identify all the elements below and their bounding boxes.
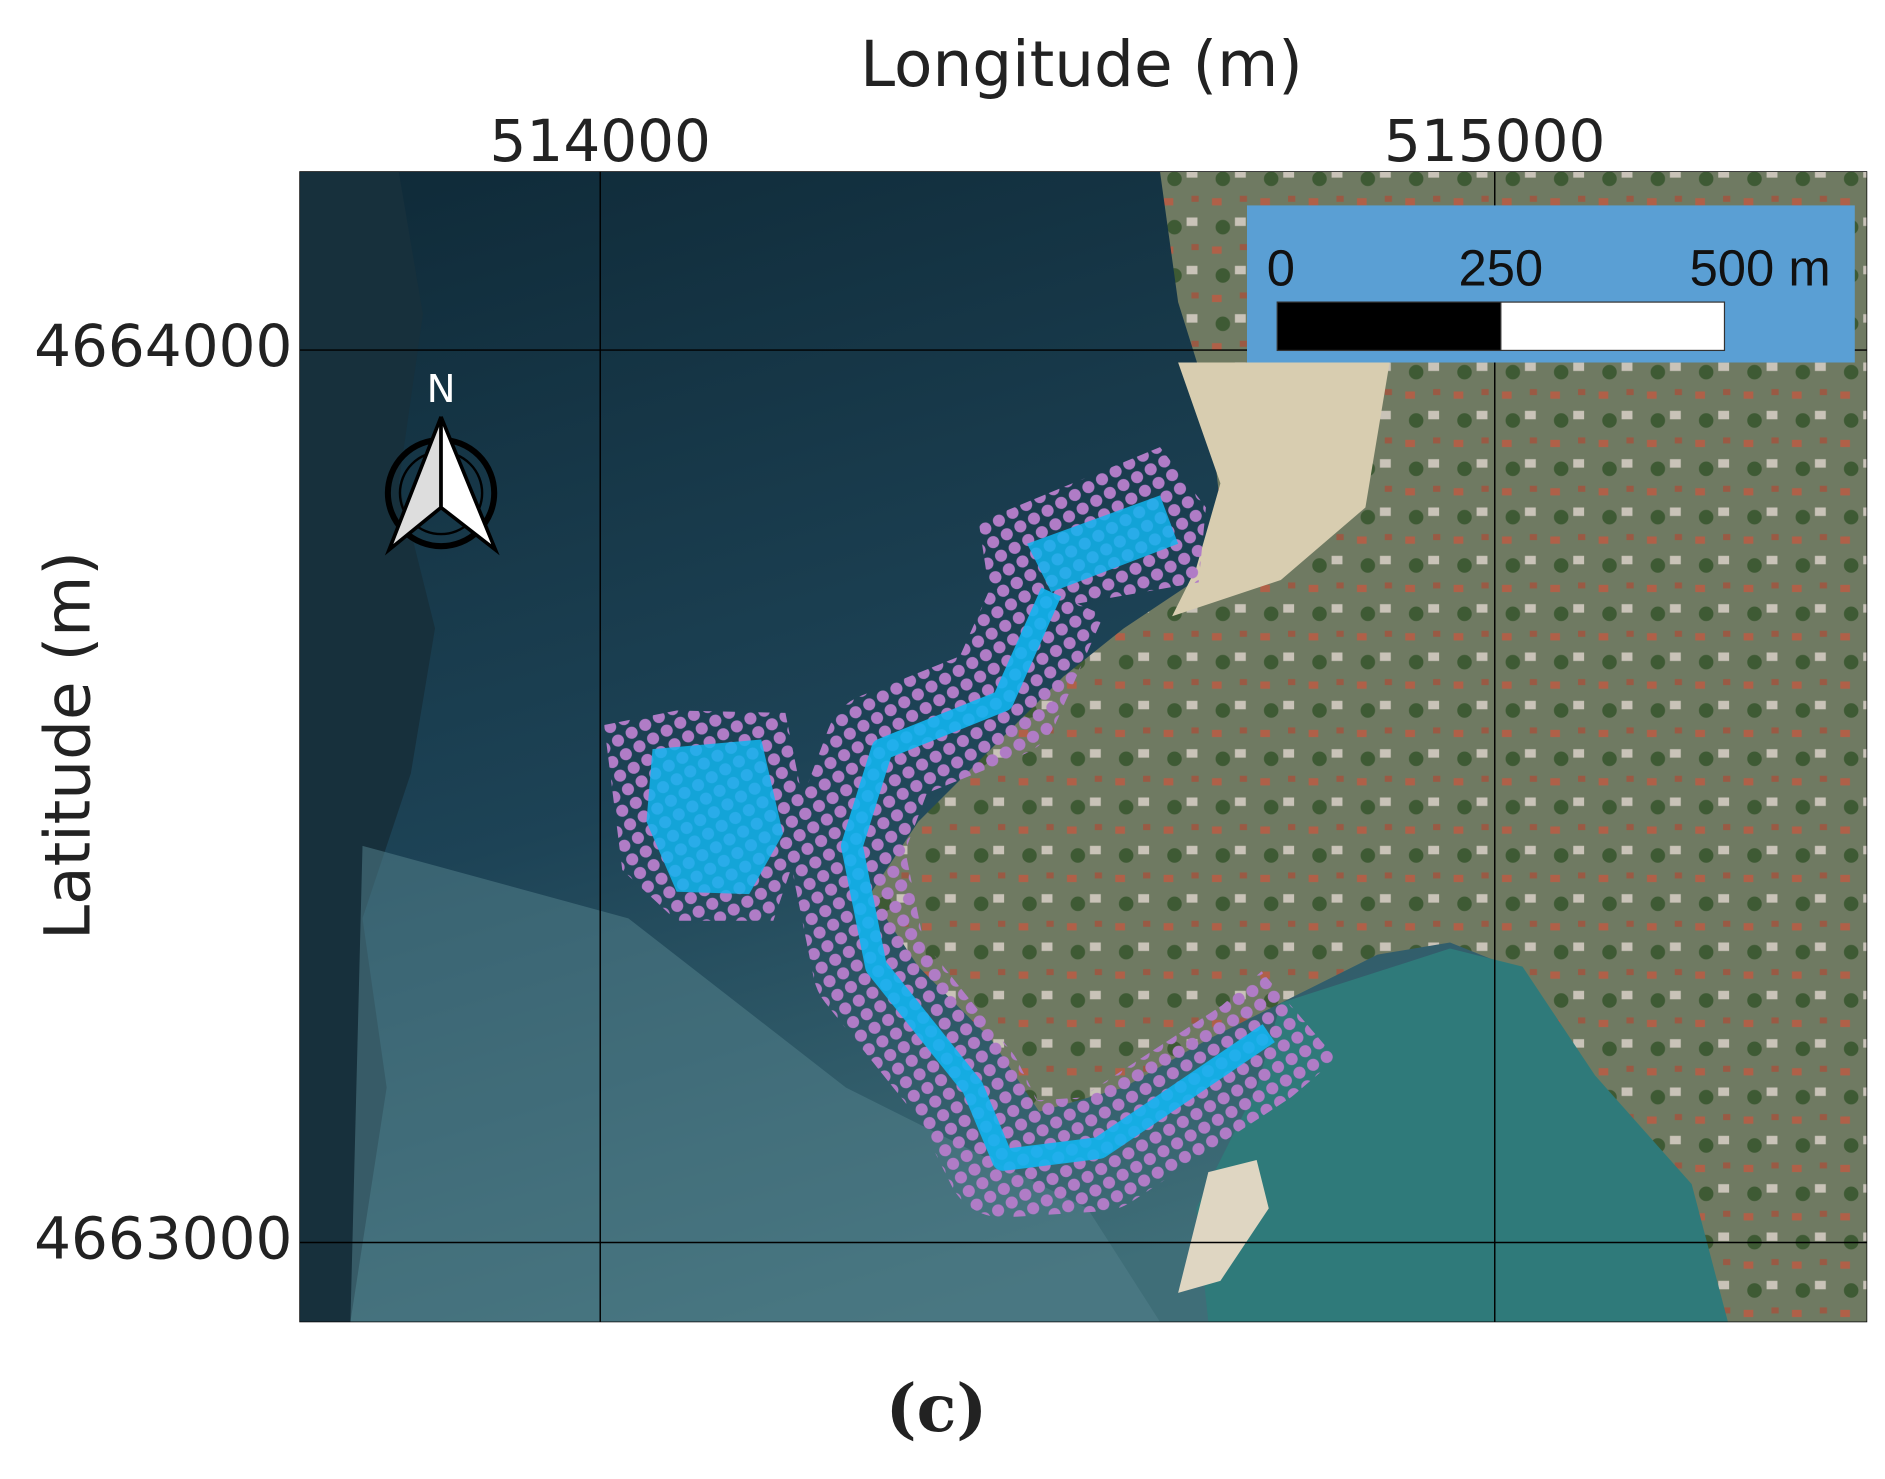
north-arrow-right xyxy=(439,416,500,556)
x-tick-label: 515000 xyxy=(1384,107,1605,175)
scale-bar-label: 0 xyxy=(1267,239,1295,296)
north-arrow: N xyxy=(384,367,500,556)
y-tick-label: 4664000 xyxy=(34,312,292,380)
x-tick-label: 514000 xyxy=(490,107,711,175)
scale-bar-segment xyxy=(1500,301,1726,352)
y-axis-title: Latitude (m) xyxy=(32,551,105,940)
scale-bar-label: 500 m xyxy=(1690,239,1831,296)
axes: 514000 515000 4663000 4664000 xyxy=(34,107,1867,1322)
y-tick-label: 4663000 xyxy=(34,1205,292,1273)
x-axis-title: Longitude (m) xyxy=(860,28,1303,101)
scale-bar: 0 250 500 m xyxy=(1247,205,1855,363)
map-imagery xyxy=(299,171,1867,1322)
scale-bar-label: 250 xyxy=(1458,239,1543,296)
north-label: N xyxy=(427,367,456,412)
scale-bar-segment xyxy=(1276,301,1502,352)
caption: (c) xyxy=(886,1371,987,1447)
plot-frame xyxy=(299,171,1868,1323)
